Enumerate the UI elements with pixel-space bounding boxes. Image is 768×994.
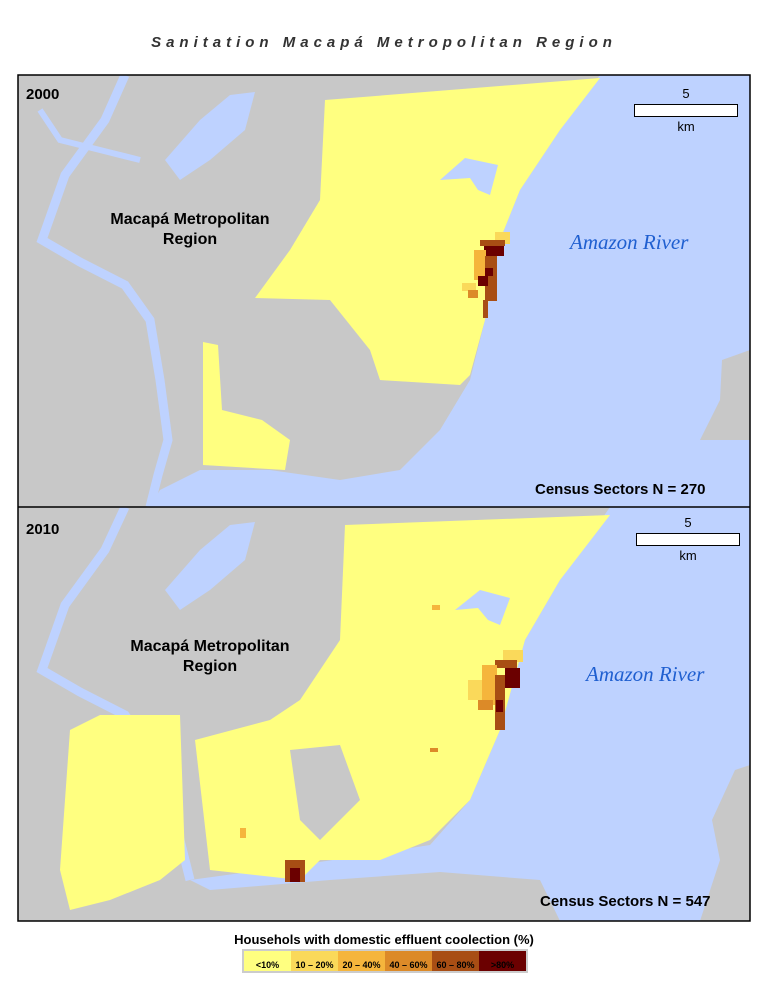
lake	[440, 158, 498, 195]
scale-bar: 5 km	[636, 515, 740, 563]
census-count: Census Sectors N = 547	[540, 893, 711, 910]
scale-value: 5	[682, 86, 690, 101]
lake	[455, 590, 510, 625]
scale-unit: km	[679, 548, 697, 563]
river-label: Amazon River	[570, 230, 689, 254]
year-label: 2000	[26, 86, 60, 103]
census-count: Census Sectors N = 270	[535, 481, 706, 498]
legend: <10% 10 – 20% 20 – 40% 40 – 60% 60 – 80%…	[242, 949, 528, 973]
amazon-river	[150, 75, 750, 507]
urban-sectors-low	[255, 78, 600, 385]
scale-unit: km	[677, 119, 695, 134]
tributary-river	[37, 108, 141, 163]
map-panel-2010	[18, 507, 750, 921]
region-label-line2: Region	[182, 658, 238, 675]
island	[700, 350, 750, 440]
urban-sectors-low	[60, 715, 185, 910]
legend-title: Househols with domestic effluent coolect…	[234, 932, 534, 947]
region-label-line1: Macapá Metropolitan	[130, 638, 290, 655]
legend-class: <10%	[244, 951, 291, 971]
year-label: 2010	[26, 521, 60, 538]
legend-class: 20 – 40%	[338, 951, 385, 971]
scale-bar: 5 km	[634, 86, 738, 134]
urban-sectors-low	[203, 342, 290, 470]
region-label: Macapá Metropolitan Region	[120, 637, 300, 677]
tributary-river	[36, 75, 173, 507]
sector-cluster	[240, 605, 523, 882]
island	[700, 765, 750, 921]
region-label: Macapá Metropolitan Region	[100, 210, 280, 250]
lake	[165, 522, 255, 610]
legend-class: >80%	[479, 951, 526, 971]
gray-enclave	[290, 745, 360, 840]
map-title: Sanitation Macapá Metropolitan Region	[151, 34, 617, 51]
legend-class: 10 – 20%	[291, 951, 338, 971]
region-label-line2: Region	[162, 231, 218, 248]
lake	[165, 92, 255, 180]
legend-class: 40 – 60%	[385, 951, 432, 971]
legend-class: 60 – 80%	[432, 951, 479, 971]
sector-cluster	[462, 232, 510, 318]
region-label-line1: Macapá Metropolitan	[110, 211, 270, 228]
river-label: Amazon River	[586, 662, 705, 686]
map-frame	[17, 74, 751, 922]
scale-value: 5	[684, 515, 692, 530]
amazon-river	[190, 507, 750, 921]
map-panel-2000	[18, 75, 750, 507]
